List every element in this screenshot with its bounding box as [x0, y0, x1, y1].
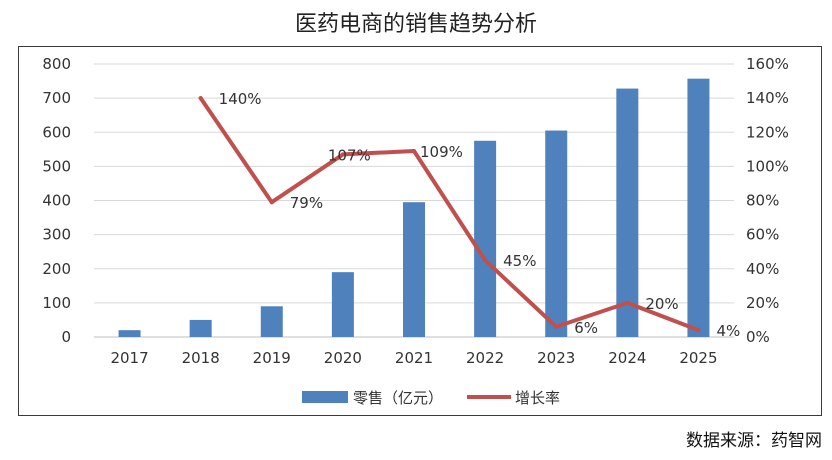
left-axis-tick-label: 800	[42, 55, 71, 73]
right-axis-tick-label: 160%	[746, 55, 789, 73]
right-axis-tick-label: 100%	[746, 157, 789, 175]
growth-rate-point-2024	[625, 300, 630, 305]
growth-rate-line	[198, 96, 701, 333]
chart-title: 医药电商的销售趋势分析	[294, 12, 537, 37]
growth-rate-point-2019	[269, 200, 274, 205]
right-axis-tick-label: 80%	[746, 192, 779, 210]
growth-rate-data-label: 45%	[503, 252, 536, 270]
bar-retail-2017	[118, 330, 141, 337]
left-axis-tick-label: 600	[42, 123, 71, 141]
legend-label-retail: 零售（亿元）	[353, 389, 443, 407]
right-axis-tick-label: 20%	[746, 294, 779, 312]
left-axis-tick-label: 100	[42, 294, 71, 312]
bar-retail-2022	[474, 140, 497, 337]
bar-retail-2020	[331, 272, 354, 337]
bar-retail-2018	[189, 319, 212, 337]
growth-rate-data-label: 79%	[290, 194, 323, 212]
growth-rate-data-label: 4%	[716, 322, 740, 340]
growth-rate-point-2022	[483, 258, 488, 263]
growth-rate-point-2025	[696, 328, 701, 333]
combo-chart: 0 100 200 300 400 500 600 700 800 0% 20% 40% 60% 80%…	[42, 55, 789, 407]
chart-frame: 0 100 200 300 400 500 600 700 800 0% 20% 40% 60% 80%…	[18, 46, 822, 416]
left-axis-tick-label: 500	[42, 157, 71, 175]
bar-retail-2019	[260, 306, 283, 337]
legend-label-growth-rate: 增长率	[515, 389, 560, 407]
x-axis-tick-label: 2021	[395, 349, 433, 367]
growth-rate-data-label: 6%	[574, 319, 598, 337]
legend-swatch-retail	[302, 391, 348, 403]
growth-rate-data-label: 109%	[420, 143, 463, 161]
growth-rate-data-label: 20%	[645, 295, 678, 313]
x-axis-tick-label: 2023	[537, 349, 575, 367]
left-axis-tick-label: 300	[42, 226, 71, 244]
left-axis-tick-label: 700	[42, 89, 71, 107]
data-source-note: 数据来源：药智网	[686, 431, 822, 451]
bar-retail-2023	[545, 130, 568, 337]
right-axis-tick-label: 140%	[746, 89, 789, 107]
right-axis-tick-label: 0%	[746, 328, 770, 346]
left-axis-tick-label: 200	[42, 260, 71, 278]
bar-retail-2024	[616, 88, 639, 337]
x-axis-tick-label: 2019	[253, 349, 291, 367]
growth-rate-data-label: 107%	[328, 146, 371, 164]
x-axis-tick-label: 2024	[608, 349, 646, 367]
x-axis-tick-label: 2020	[324, 349, 362, 367]
growth-rate-point-2021	[412, 149, 416, 154]
right-axis-tick-label: 120%	[746, 123, 789, 141]
x-axis-tick-label: 2017	[110, 349, 148, 367]
bar-retail-2021	[403, 202, 425, 337]
x-axis-tick-label: 2022	[466, 349, 504, 367]
growth-rate-data-label: 140%	[219, 90, 262, 108]
right-axis-tick-label: 60%	[746, 226, 779, 244]
right-axis-tick-label: 40%	[746, 260, 779, 278]
x-axis-tick-label: 2018	[182, 349, 220, 367]
growth-rate-point-2018	[198, 96, 203, 101]
bar-retail-2025	[687, 78, 710, 337]
left-axis-tick-label: 0	[61, 328, 71, 346]
growth-rate-point-2020	[340, 152, 345, 157]
x-axis-tick-label: 2025	[679, 349, 717, 367]
left-axis-tick-label: 400	[42, 192, 71, 210]
growth-rate-point-2023	[554, 324, 559, 329]
